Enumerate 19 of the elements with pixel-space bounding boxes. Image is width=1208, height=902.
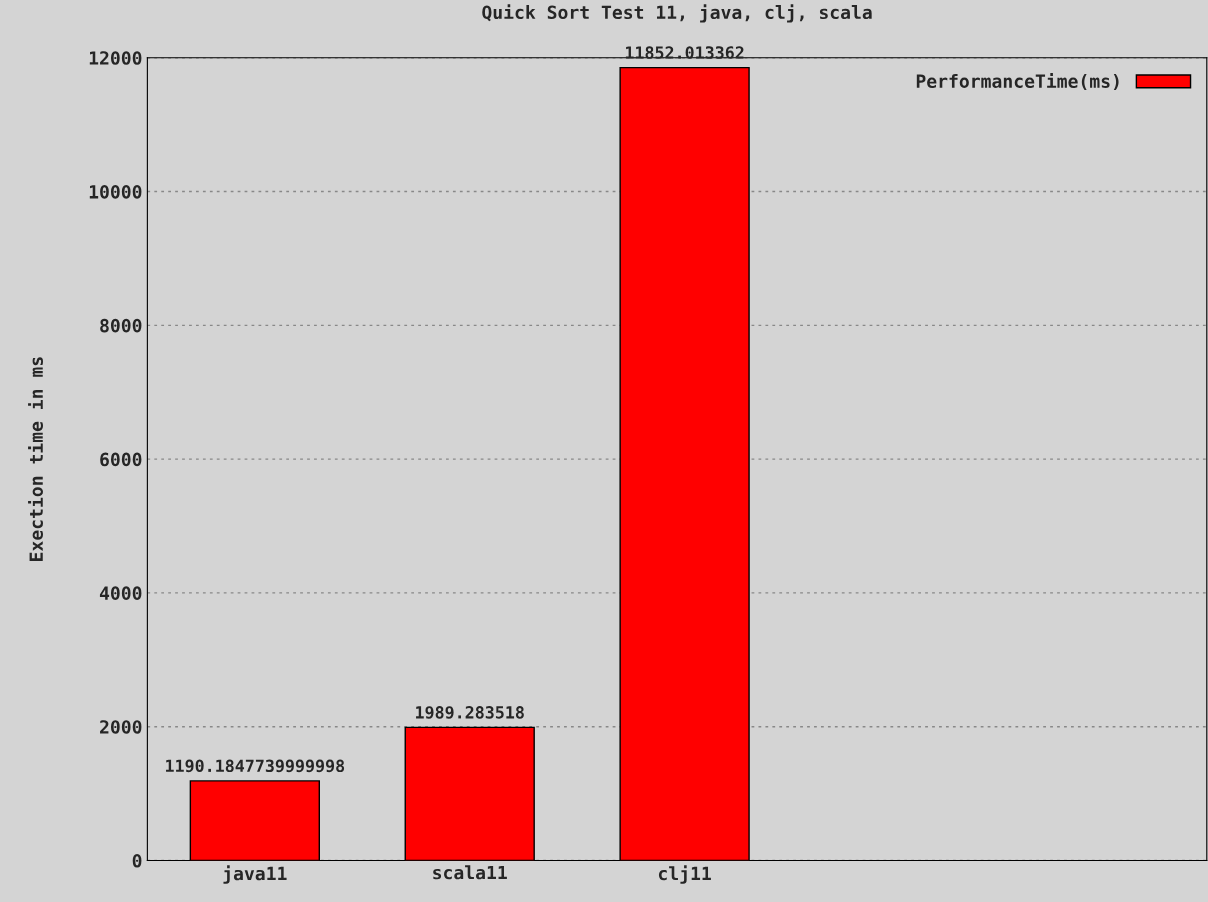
y-tick-label: 6000	[100, 452, 142, 467]
bar	[619, 66, 750, 861]
y-tick-label: 4000	[99, 586, 142, 601]
y-tick-label: 0	[132, 853, 142, 868]
y-tick-label: 12000	[89, 51, 142, 65]
data-label: 1190.1847739999998	[166, 759, 345, 773]
x-tick-label: java11	[223, 865, 287, 884]
data-label: 1989.283518	[416, 706, 524, 719]
y-tick-label: 10000	[89, 184, 142, 199]
bar	[404, 726, 535, 861]
bar	[189, 780, 320, 861]
x-tick-label: scala11	[433, 865, 507, 880]
legend-label: PerformanceTime(ms)	[916, 73, 1119, 91]
chart-title: Quick Sort Test 11, java, clj, scala	[482, 4, 872, 23]
y-tick-label: 2000	[100, 720, 142, 734]
x-tick-label: clj11	[658, 865, 711, 884]
y-axis-title: Exection time in ms	[28, 357, 43, 561]
data-label: 11852.013362	[625, 46, 744, 59]
y-tick-label: 8000	[100, 318, 142, 333]
